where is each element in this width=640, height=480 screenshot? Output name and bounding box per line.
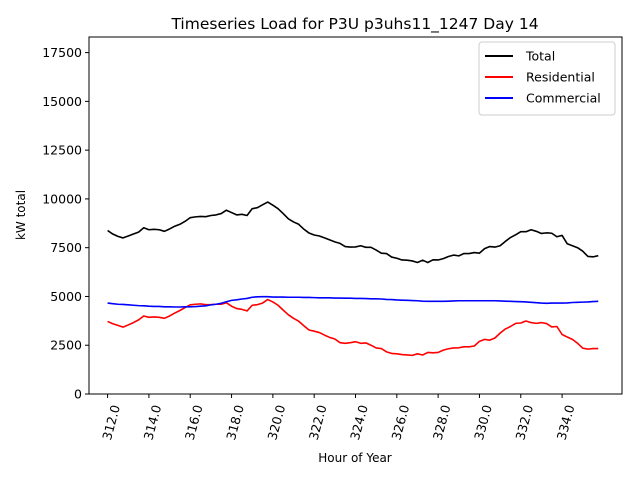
y-tick-label: 15000 bbox=[42, 94, 82, 109]
series-layer bbox=[107, 201, 599, 357]
y-axis-label: kW total bbox=[14, 190, 28, 240]
y-tick-label: 12500 bbox=[42, 143, 82, 158]
legend-label-commercial: Commercial bbox=[526, 91, 601, 106]
y-tick-label: 2500 bbox=[50, 338, 82, 353]
y-tick-label: 0 bbox=[74, 387, 82, 402]
y-tick-label: 17500 bbox=[42, 45, 82, 60]
series-line-residential bbox=[107, 298, 599, 357]
y-tick-label: 5000 bbox=[50, 289, 82, 304]
legend-box bbox=[478, 41, 616, 116]
legend-label-total: Total bbox=[525, 49, 555, 64]
y-axis: 0 2500 5000 7500 10000 12500 15000 17500 bbox=[42, 45, 89, 402]
series-line-total bbox=[107, 201, 599, 264]
legend: Total Residential Commercial bbox=[478, 41, 616, 116]
legend-label-residential: Residential bbox=[526, 70, 595, 85]
x-axis-label: Hour of Year bbox=[318, 451, 392, 465]
chart-title: Timeseries Load for P3U p3uhs11_1247 Day… bbox=[170, 15, 538, 34]
series-line-commercial bbox=[107, 295, 599, 308]
y-tick-label: 7500 bbox=[50, 240, 82, 255]
y-tick-label: 10000 bbox=[42, 191, 82, 206]
